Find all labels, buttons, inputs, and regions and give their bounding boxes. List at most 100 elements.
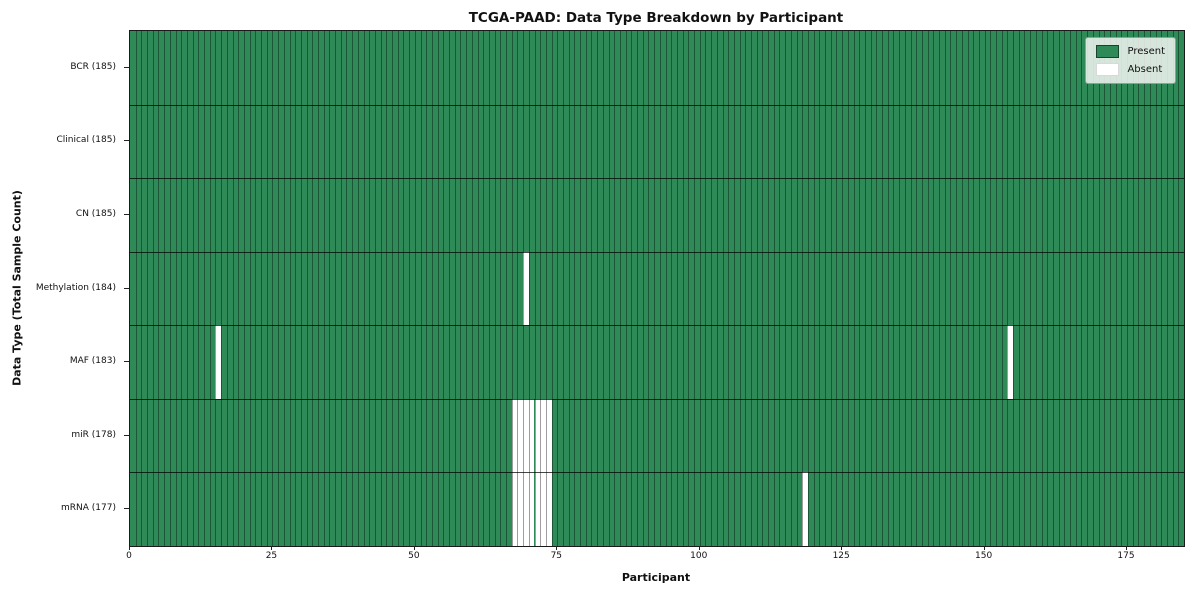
legend-label-absent: Absent (1127, 64, 1163, 75)
cell-edge-line (1030, 31, 1032, 546)
cell-edge-line (300, 31, 302, 546)
cell-edge-line (488, 31, 490, 546)
cell-edge-line (574, 31, 576, 546)
y-tick-label: miR (178) (71, 429, 116, 440)
x-tick-mark (271, 546, 273, 550)
cell-edge-line (380, 31, 382, 546)
present-swatch-icon (1096, 45, 1120, 58)
cell-edge-line (449, 31, 451, 546)
row-divider-line (130, 251, 1184, 253)
cell-edge-line (545, 31, 547, 546)
cell-edge-line (602, 31, 604, 546)
x-tick-label: 150 (975, 551, 993, 561)
cell-edge-line (1172, 31, 1174, 546)
cell-edge-line (853, 31, 855, 546)
cell-edge-line (608, 31, 610, 546)
cell-edge-line (1144, 31, 1146, 546)
cell-edge-line (870, 31, 872, 546)
cell-edge-line (204, 31, 206, 546)
cell-edge-line (876, 31, 878, 546)
cell-edge-line (631, 31, 633, 546)
x-tick-mark (413, 546, 415, 550)
cell-edge-line (306, 31, 308, 546)
y-tick-mark (124, 140, 129, 142)
data-row-bcr (130, 31, 1184, 105)
absent-cell (517, 472, 524, 546)
cell-edge-line (454, 31, 456, 546)
cell-edge-line (1121, 31, 1123, 546)
cell-edge-line (676, 31, 678, 546)
cell-edge-line (369, 31, 371, 546)
cell-edge-line (443, 31, 445, 546)
cell-edge-line (420, 31, 422, 546)
cell-edge-line (158, 31, 160, 546)
cell-edge-line (1064, 31, 1066, 546)
row-divider-line (130, 325, 1184, 327)
cell-edge-line (460, 31, 462, 546)
cell-edge-line (893, 31, 895, 546)
cell-edge-line (637, 31, 639, 546)
cell-edge-line (266, 31, 268, 546)
data-row-maf (130, 325, 1184, 399)
cell-edge-line (1007, 31, 1009, 546)
cell-edge-line (973, 31, 975, 546)
x-tick-mark (841, 546, 843, 550)
cell-edge-line (175, 31, 177, 546)
cell-edge-line (557, 31, 559, 546)
cell-edge-line (961, 31, 963, 546)
cell-edge-line (1013, 31, 1015, 546)
cell-edge-line (887, 31, 889, 546)
cell-edge-line (682, 31, 684, 546)
cell-edge-line (352, 31, 354, 546)
cell-edge-line (910, 31, 912, 546)
cell-edge-line (232, 31, 234, 546)
cell-edge-line (813, 31, 815, 546)
cell-edge-line (523, 31, 525, 546)
cell-edge-line (164, 31, 166, 546)
cell-edge-line (745, 31, 747, 546)
y-tick-mark (124, 434, 129, 436)
cell-edge-line (506, 31, 508, 546)
cell-edge-line (426, 31, 428, 546)
cell-edge-line (477, 31, 479, 546)
cell-edge-line (864, 31, 866, 546)
cell-edge-line (374, 31, 376, 546)
legend-item-absent: Absent (1096, 63, 1165, 76)
cell-edge-line (842, 31, 844, 546)
cell-edge-line (939, 31, 941, 546)
cell-edge-line (762, 31, 764, 546)
x-tick-label: 25 (265, 551, 278, 561)
cell-edge-line (186, 31, 188, 546)
cell-edge-line (135, 31, 137, 546)
cell-edge-line (141, 31, 143, 546)
cell-edge-line (1001, 31, 1003, 546)
cell-edge-line (1018, 31, 1020, 546)
cell-edge-line (688, 31, 690, 546)
absent-cell (517, 398, 524, 473)
cell-edge-line (181, 31, 183, 546)
absent-cell (511, 472, 518, 546)
absent-cell (534, 398, 541, 473)
x-tick-mark (1126, 546, 1128, 550)
cell-edge-line (859, 31, 861, 546)
y-tick-label: CN (185) (75, 208, 116, 219)
cell-edge-line (517, 31, 519, 546)
cell-edge-line (944, 31, 946, 546)
cell-edge-line (722, 31, 724, 546)
absent-cell (215, 325, 222, 399)
absent-cell (528, 472, 535, 546)
cell-edge-line (671, 31, 673, 546)
cell-edge-line (1161, 31, 1163, 546)
cell-edge-line (927, 31, 929, 546)
cell-edge-line (409, 31, 411, 546)
cell-edge-line (403, 31, 405, 546)
cell-edge-line (619, 31, 621, 546)
cell-edge-line (363, 31, 365, 546)
cell-edge-line (169, 31, 171, 546)
cell-edge-line (335, 31, 337, 546)
cell-edge-line (1166, 31, 1168, 546)
x-tick-label: 50 (408, 551, 420, 561)
cell-edge-line (642, 31, 644, 546)
cell-edge-line (147, 31, 149, 546)
cell-edge-line (711, 31, 713, 546)
